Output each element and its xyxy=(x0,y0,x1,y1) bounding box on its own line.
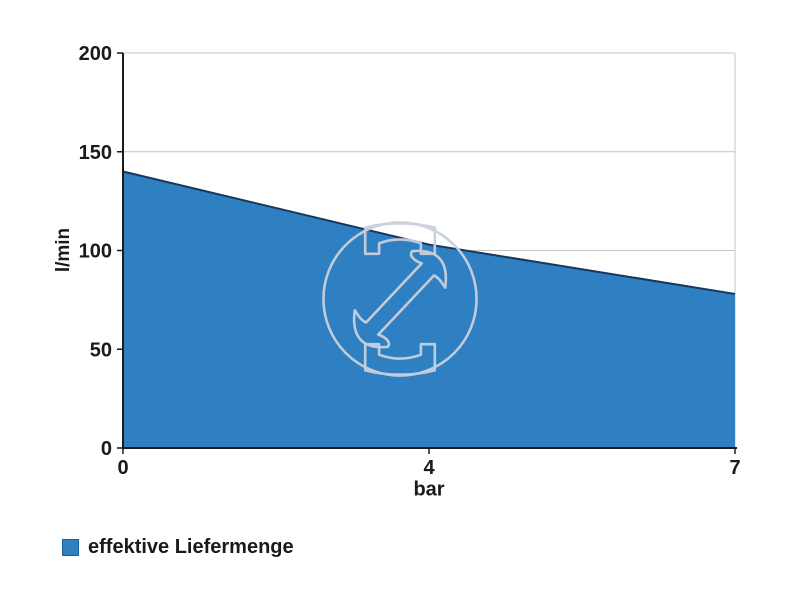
y-tick-label: 50 xyxy=(90,339,112,361)
y-tick-label: 100 xyxy=(79,241,112,263)
y-tick-label: 150 xyxy=(79,142,112,164)
watermark-diagonal-beam xyxy=(352,249,448,349)
watermark-bottom-flange xyxy=(363,342,437,376)
watermark-top-flange xyxy=(363,222,437,256)
x-tick-label: 4 xyxy=(423,457,435,479)
legend-label: effektive Liefermenge xyxy=(88,536,294,558)
x-tick-label: 0 xyxy=(117,457,128,479)
legend: effektive Liefermenge xyxy=(62,536,294,559)
y-axis-title: l/min xyxy=(53,227,74,273)
watermark-logo-icon xyxy=(322,221,478,377)
area-series xyxy=(123,171,735,448)
legend-swatch xyxy=(62,539,79,556)
area-series-topline xyxy=(122,170,736,295)
y-tick-label: 200 xyxy=(79,43,112,65)
x-tick-label: 7 xyxy=(729,457,740,479)
x-axis-title: bar xyxy=(413,478,445,501)
y-tick-label: 0 xyxy=(101,438,112,460)
